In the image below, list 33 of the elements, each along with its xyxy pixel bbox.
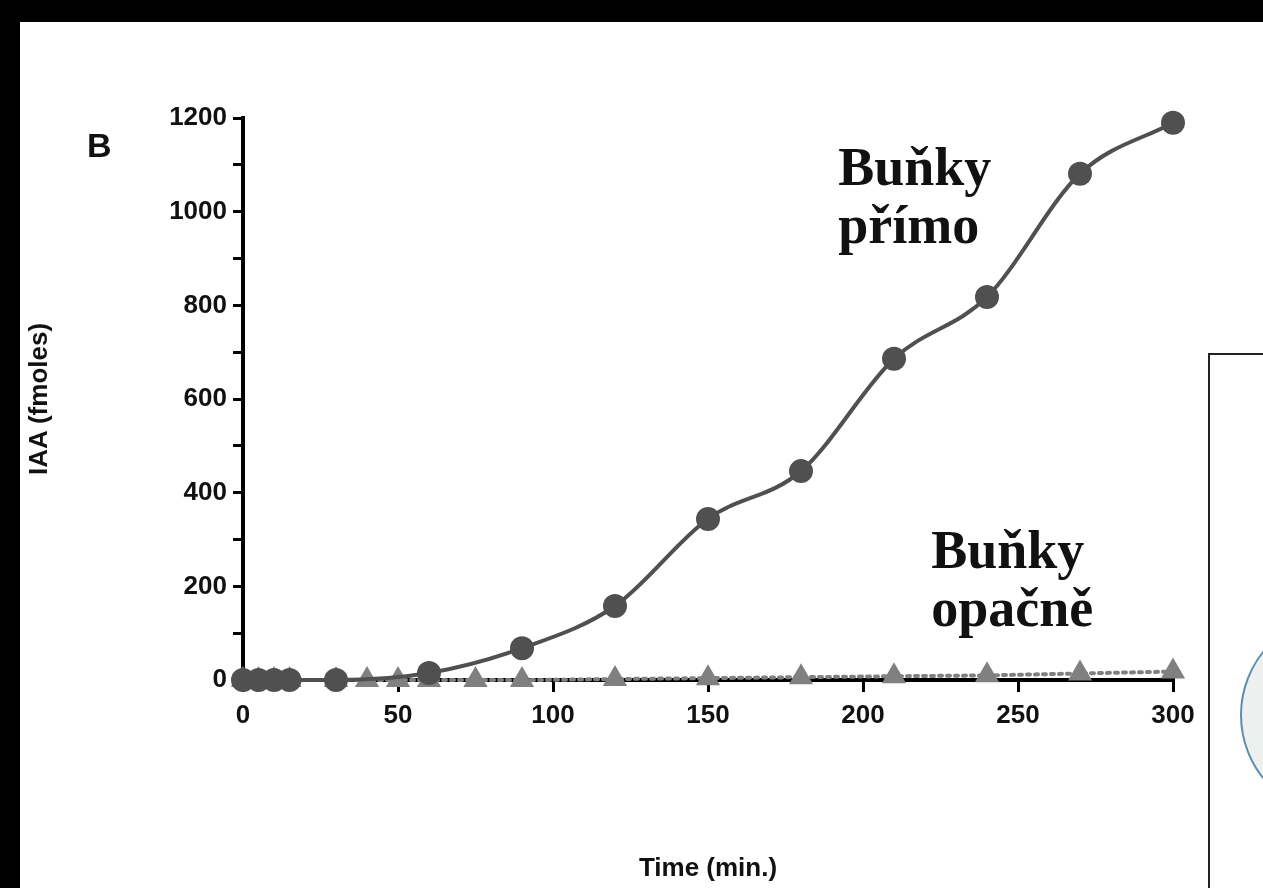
- x-tick-label: 50: [383, 698, 413, 729]
- point: [975, 284, 999, 309]
- x-tick-label: 0: [235, 698, 251, 729]
- y-tick-label: 400: [183, 475, 227, 506]
- point: [881, 662, 907, 684]
- point: [509, 666, 535, 687]
- point: [1068, 161, 1092, 186]
- y-tick-label: 200: [183, 569, 227, 600]
- y-tick-label: 800: [183, 288, 227, 319]
- point: [602, 665, 628, 687]
- series-label: Buňky přímo: [838, 137, 992, 256]
- point: [463, 666, 488, 687]
- series-label: Buňky opačně: [931, 519, 1094, 638]
- point: [695, 664, 721, 686]
- x-tick-label: 200: [841, 698, 885, 729]
- point: [788, 663, 814, 685]
- point: [696, 506, 720, 531]
- point: [882, 346, 906, 371]
- x-tick-label: 300: [1151, 698, 1195, 729]
- x-tick-label: 100: [531, 698, 575, 729]
- point: [1160, 657, 1186, 679]
- y-tick-label: 1200: [169, 101, 227, 132]
- y-tick-label: 0: [212, 663, 227, 694]
- text: B: [87, 126, 112, 164]
- x-axis-title: Time (min.): [638, 851, 778, 882]
- x-tick-label: 150: [686, 698, 730, 729]
- point: [974, 661, 1000, 683]
- point: [1161, 110, 1185, 135]
- x-tick-label: 250: [996, 698, 1040, 729]
- y-axis-title: IAA (fmoles): [22, 322, 53, 476]
- point: [1067, 659, 1093, 681]
- y-tick-label: 1000: [169, 194, 227, 225]
- y-tick-label: 600: [183, 382, 227, 413]
